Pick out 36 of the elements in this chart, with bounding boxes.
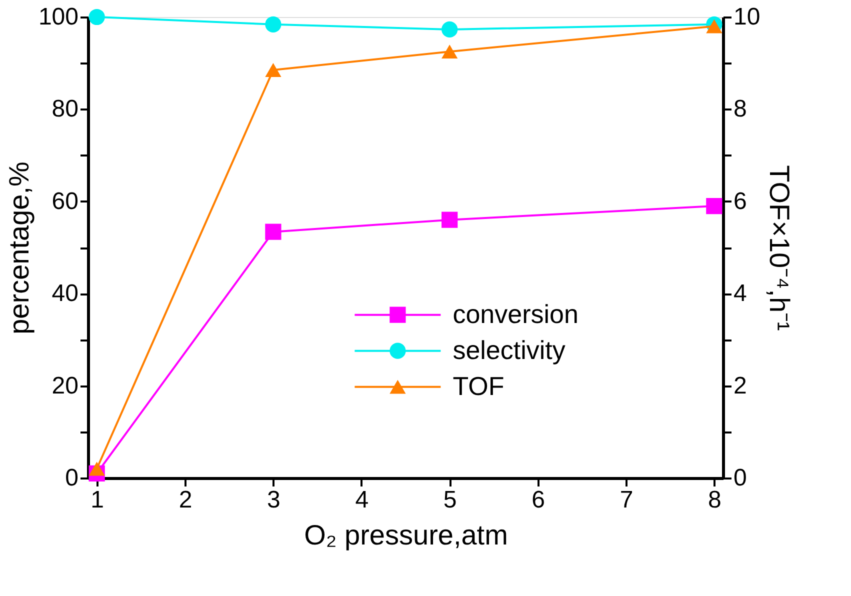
x-tick-label: 7 — [620, 486, 634, 514]
point — [265, 16, 282, 32]
y2-tick-label: 6 — [734, 188, 747, 215]
y-tick-label: 40 — [52, 280, 78, 308]
y2-tick-label: 8 — [734, 96, 747, 123]
point — [706, 198, 722, 214]
x-tick-label: 1 — [90, 486, 104, 514]
x-tick-label: 2 — [178, 486, 192, 514]
point — [88, 462, 105, 476]
y-tick-label: 20 — [52, 372, 78, 400]
point — [88, 8, 105, 26]
y2-tick-label: 2 — [734, 372, 747, 400]
y2-tick-label: 10 — [734, 4, 760, 30]
legend-label: selectivity — [452, 334, 566, 365]
y-axis-title: percentage,% — [3, 162, 34, 334]
point — [265, 63, 282, 77]
y-tick-label: 100 — [38, 4, 78, 30]
y2-axis-title: TOF×10⁻⁴,h⁻¹ — [764, 165, 796, 331]
x-tick-label: 4 — [355, 486, 369, 514]
y-tick-label: 0 — [65, 464, 78, 492]
x-tick-label: 5 — [443, 486, 457, 514]
y2-tick-label: 0 — [734, 464, 747, 492]
x-axis-title: O₂ pressure,atm — [304, 520, 508, 550]
point — [442, 212, 458, 228]
legend-label: conversion — [452, 298, 578, 329]
x-tick-label: 6 — [532, 486, 545, 514]
y-tick-label: 60 — [52, 188, 78, 215]
x-tick-label: 8 — [708, 486, 722, 514]
legend-label: TOF — [452, 370, 504, 401]
point — [265, 224, 282, 240]
y-tick-label: 80 — [52, 96, 78, 123]
point — [442, 44, 458, 59]
x-tick-label: 3 — [267, 486, 280, 514]
y2-tick-label: 4 — [734, 280, 747, 308]
point — [706, 19, 722, 34]
point — [442, 21, 458, 38]
